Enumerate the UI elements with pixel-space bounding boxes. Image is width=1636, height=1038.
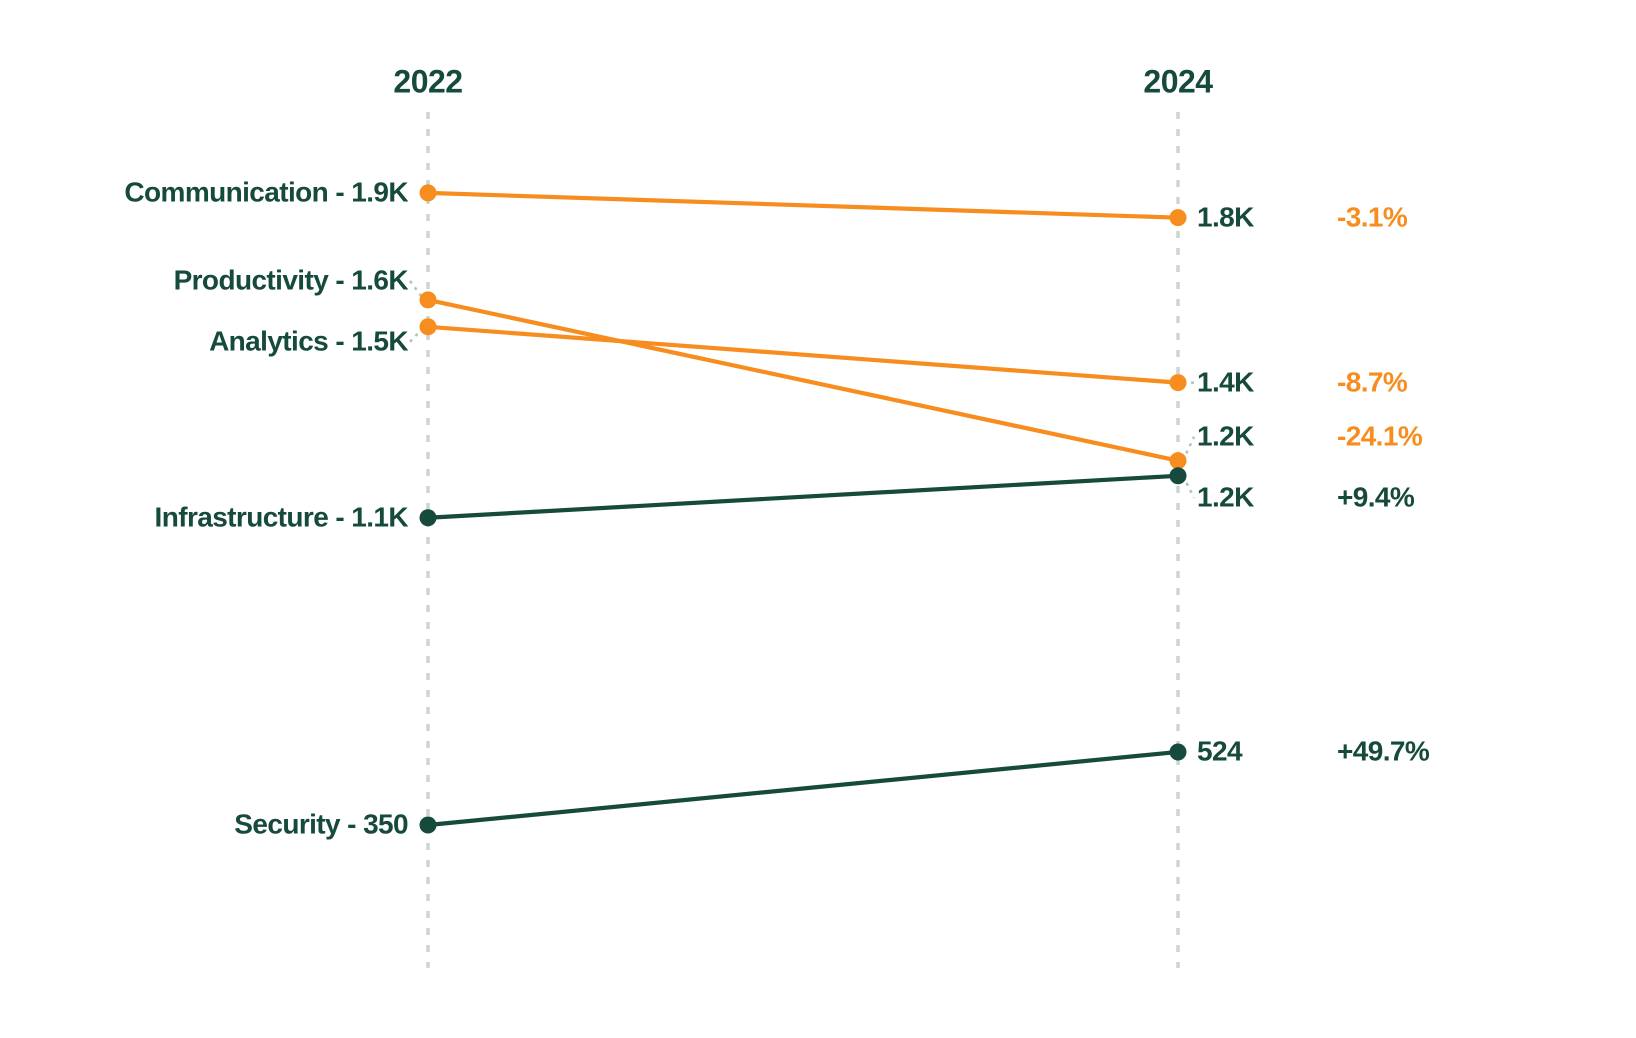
column-header-2024: 2024	[1143, 63, 1213, 100]
series-dot-2024-analytics	[1169, 374, 1187, 392]
value-label-infrastructure: 1.2K	[1197, 481, 1254, 513]
series-line-infrastructure	[425, 473, 1181, 520]
value-label-security: 524	[1197, 735, 1243, 767]
change-label-productivity: -24.1%	[1337, 420, 1423, 452]
series-line-communication	[425, 190, 1181, 220]
series-line-productivity	[425, 297, 1181, 463]
value-label-analytics: 1.4K	[1197, 366, 1254, 398]
series-dot-2024-communication	[1169, 209, 1187, 227]
series-dot-2024-infrastructure	[1169, 467, 1187, 485]
series-line-security	[425, 749, 1181, 828]
category-label-infrastructure: Infrastructure - 1.1K	[154, 501, 409, 533]
category-label-security: Security - 350	[234, 808, 408, 840]
series-dot-2022-productivity	[419, 291, 437, 309]
value-label-productivity: 1.2K	[1197, 420, 1254, 452]
series-dot-2022-analytics	[419, 318, 437, 336]
category-label-analytics: Analytics - 1.5K	[209, 325, 409, 357]
value-label-communication: 1.8K	[1197, 201, 1254, 233]
change-label-infrastructure: +9.4%	[1337, 481, 1415, 513]
series-line-analytics	[425, 324, 1181, 385]
series-dot-2022-infrastructure	[419, 509, 437, 527]
category-label-communication: Communication - 1.9K	[124, 176, 408, 208]
change-label-communication: -3.1%	[1337, 201, 1408, 233]
change-label-analytics: -8.7%	[1337, 366, 1408, 398]
series-dot-2024-productivity	[1169, 452, 1187, 470]
series-dot-2022-communication	[419, 184, 437, 202]
category-label-productivity: Productivity - 1.6K	[173, 264, 409, 296]
series-dot-2022-security	[419, 816, 437, 834]
change-label-security: +49.7%	[1337, 735, 1430, 767]
series-dot-2024-security	[1169, 743, 1187, 761]
column-header-2022: 2022	[393, 63, 463, 100]
